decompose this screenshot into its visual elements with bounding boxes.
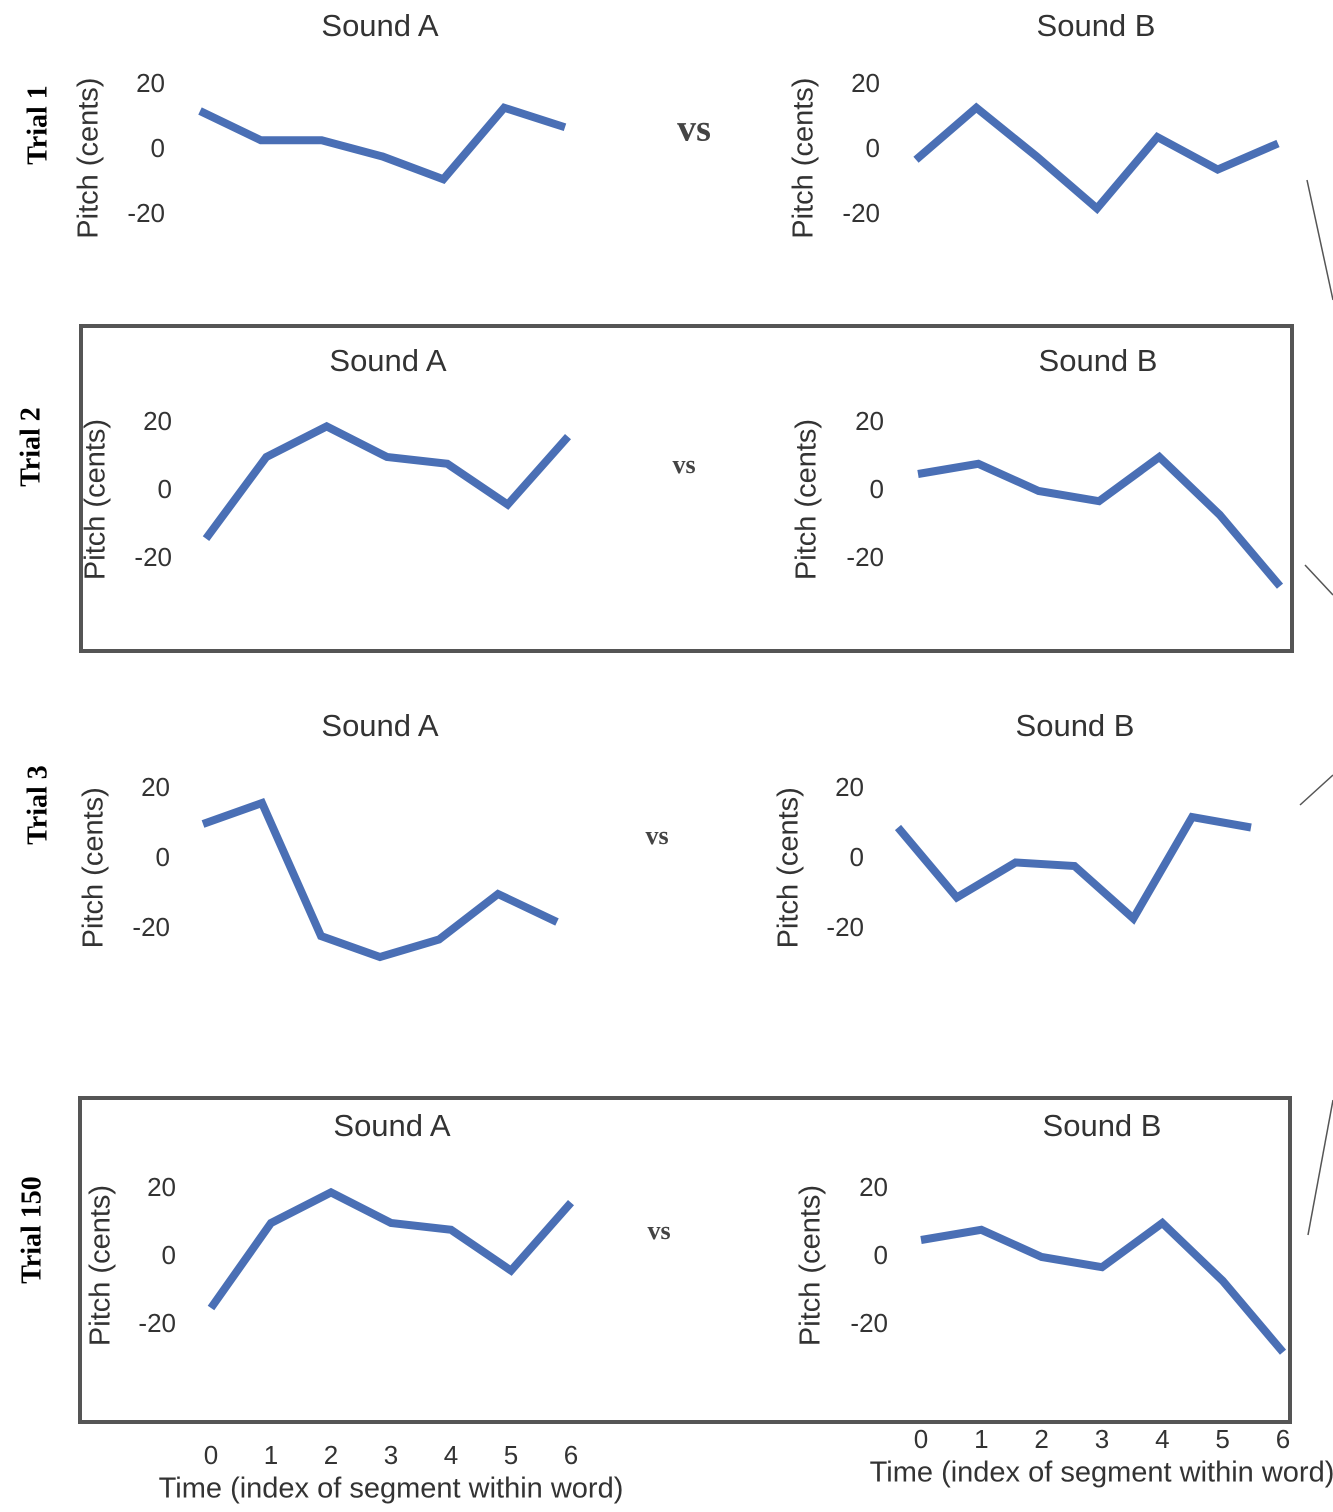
x-tick-label: 3 <box>1095 1424 1109 1454</box>
y-tick-label: 0 <box>874 1240 888 1270</box>
y-axis-label: Pitch (cents) <box>773 787 805 948</box>
trial-box <box>79 324 1294 653</box>
y-axis-label: Pitch (cents) <box>788 78 820 239</box>
connector <box>1299 774 1333 806</box>
y-axis-label: Pitch (cents) <box>791 419 823 580</box>
y-axis-label: Pitch (cents) <box>795 1185 827 1346</box>
y-tick-label: 20 <box>143 406 172 436</box>
line <box>207 1187 574 1311</box>
y-tick-label: -20 <box>127 198 165 228</box>
y-tick-label: -20 <box>134 542 172 572</box>
x-tick-label: 5 <box>1215 1424 1229 1454</box>
x-tick-label: 2 <box>1034 1424 1048 1454</box>
vs-label: vs <box>647 1216 670 1245</box>
x-tick-label: 6 <box>1276 1424 1290 1454</box>
y-tick-label: -20 <box>850 1308 888 1338</box>
y-tick-label: 20 <box>859 1172 888 1202</box>
connector <box>1304 564 1333 596</box>
connector <box>1307 1099 1333 1236</box>
chart-title: Sound B <box>1039 343 1158 378</box>
x-tick-label: 0 <box>204 1440 218 1470</box>
chart-title: Sound A <box>329 343 447 378</box>
x-axis-label: Time (index of segment within word) <box>159 1473 624 1505</box>
line <box>920 1217 1287 1355</box>
y-tick-label: 0 <box>158 474 172 504</box>
vs-label: vs <box>672 450 695 479</box>
x-tick-label: 1 <box>974 1424 988 1454</box>
line <box>913 102 1280 215</box>
y-tick-label: -20 <box>132 912 170 942</box>
x-tick-label: 3 <box>384 1440 398 1470</box>
y-tick-label: 20 <box>855 406 884 436</box>
trial-label: Trial 2 <box>15 407 46 487</box>
x-tick-label: 2 <box>324 1440 338 1470</box>
chart-title: Sound A <box>333 1108 451 1143</box>
line <box>198 103 567 184</box>
chart-title: Sound A <box>321 8 439 43</box>
trial-box <box>78 1096 1292 1424</box>
trial-label: Trial 1 <box>22 85 53 165</box>
trial-label: Trial 3 <box>22 765 53 845</box>
y-tick-label: 20 <box>835 772 864 802</box>
y-tick-label: 20 <box>136 68 165 98</box>
x-tick-label: 6 <box>564 1440 578 1470</box>
y-tick-label: 0 <box>870 474 884 504</box>
y-tick-label: 0 <box>866 133 880 163</box>
x-tick-label: 4 <box>1155 1424 1169 1454</box>
y-tick-label: 0 <box>151 133 165 163</box>
line <box>894 812 1252 925</box>
chart-title: Sound B <box>1016 708 1135 743</box>
y-tick-label: 20 <box>851 68 880 98</box>
y-tick-label: -20 <box>138 1308 176 1338</box>
vs-label: vs <box>645 821 668 850</box>
y-tick-label: -20 <box>842 198 880 228</box>
connector <box>1306 179 1333 301</box>
chart-title: Sound B <box>1043 1108 1162 1143</box>
chart-title: Sound A <box>321 708 439 743</box>
chart-title: Sound B <box>1037 8 1156 43</box>
y-axis-label: Pitch (cents) <box>78 787 110 948</box>
x-tick-label: 4 <box>444 1440 458 1470</box>
y-tick-label: 0 <box>156 842 170 872</box>
x-tick-label: 1 <box>264 1440 278 1470</box>
x-tick-label: 5 <box>504 1440 518 1470</box>
y-axis-label: Pitch (cents) <box>80 419 112 580</box>
y-tick-label: -20 <box>846 542 884 572</box>
y-axis-label: Pitch (cents) <box>73 78 105 239</box>
y-tick-label: 0 <box>850 842 864 872</box>
y-tick-label: 0 <box>162 1240 176 1270</box>
y-axis-label: Pitch (cents) <box>85 1185 117 1346</box>
y-tick-label: 20 <box>147 1172 176 1202</box>
x-axis-label: Time (index of segment within word) <box>870 1457 1333 1489</box>
y-tick-label: -20 <box>826 912 864 942</box>
line <box>201 797 559 962</box>
x-tick-label: 0 <box>914 1424 928 1454</box>
y-tick-label: 20 <box>141 772 170 802</box>
vs-label: vs <box>677 108 711 150</box>
connectors <box>1299 179 1333 1236</box>
trial-label: Trial 150 <box>16 1176 47 1284</box>
line <box>917 451 1284 589</box>
line <box>202 421 571 541</box>
